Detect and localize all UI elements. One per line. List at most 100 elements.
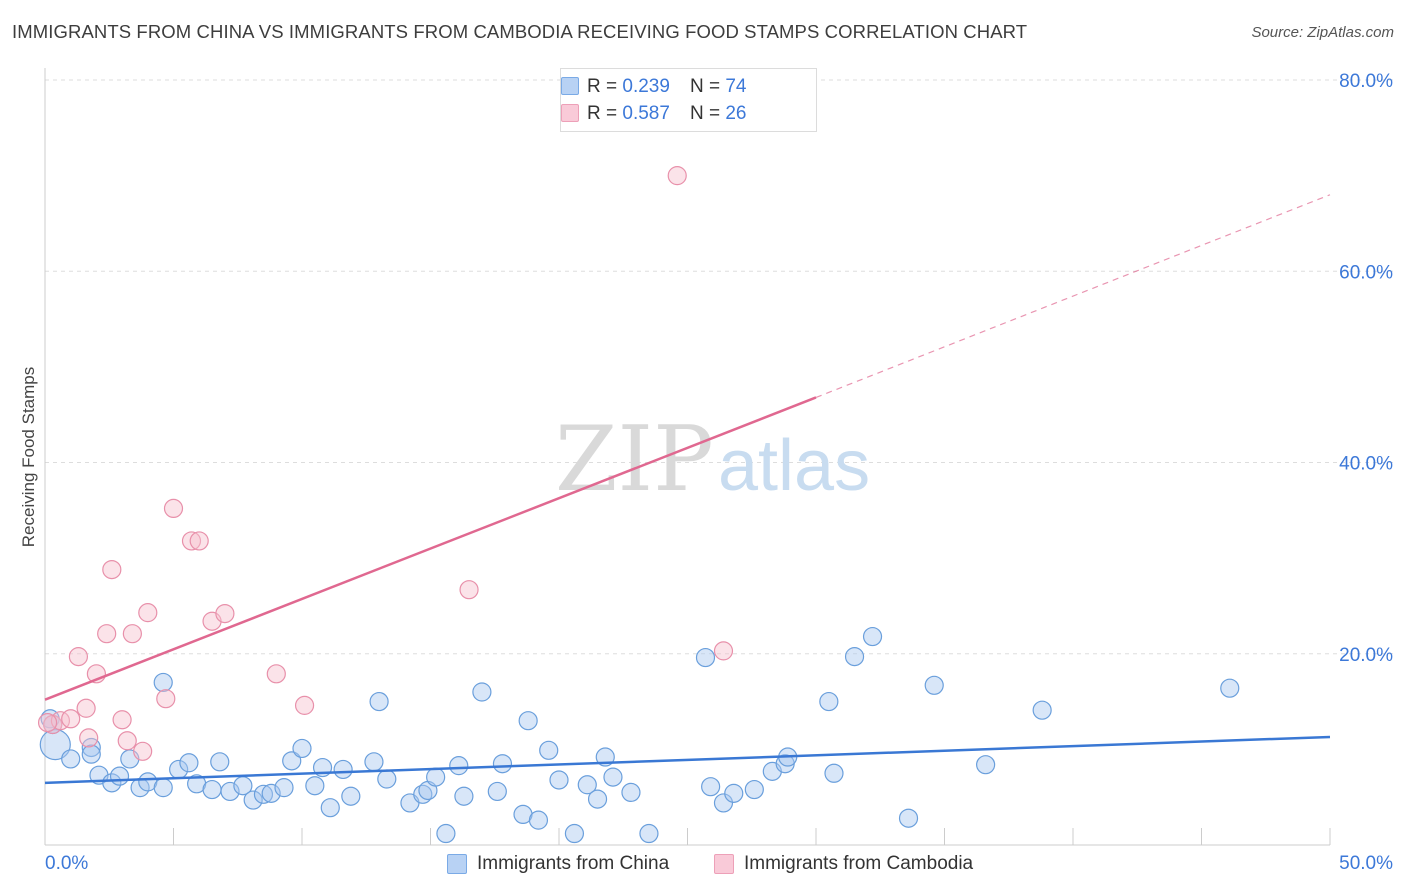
china-data-point bbox=[413, 784, 433, 804]
cambodia-data-point bbox=[37, 712, 58, 733]
legend-swatch-cambodia bbox=[561, 104, 579, 122]
watermark-atlas: atlas bbox=[718, 426, 870, 506]
tick-labels: 20.0% 40.0% 60.0% 80.0% 0.0% 50.0% bbox=[45, 71, 1393, 874]
cambodia-data-point bbox=[713, 641, 734, 661]
chart-source: Source: ZipAtlas.com bbox=[1251, 24, 1394, 41]
cambodia-data-point bbox=[181, 531, 202, 551]
cambodia-data-point bbox=[76, 698, 96, 718]
china-data-point bbox=[333, 759, 353, 780]
china-data-point bbox=[377, 769, 397, 789]
cambodia-data-point bbox=[117, 731, 137, 751]
china-data-point bbox=[274, 778, 294, 798]
china-data-point bbox=[976, 755, 996, 775]
china-data-point bbox=[621, 782, 641, 803]
cambodia-data-point bbox=[79, 728, 99, 748]
china-data-point bbox=[436, 823, 456, 844]
china-data-point bbox=[369, 691, 389, 712]
china-data-point bbox=[518, 711, 538, 731]
china-data-point bbox=[695, 647, 716, 668]
china-data-point bbox=[472, 682, 492, 702]
china-data-point bbox=[549, 770, 569, 790]
bottom-legend-china: Immigrants from China bbox=[447, 851, 669, 877]
china-data-point bbox=[179, 753, 199, 773]
legend-row-cambodia: R = 0.587 N = 26 bbox=[561, 102, 747, 126]
cambodia-data-point bbox=[112, 710, 132, 730]
china-data-point bbox=[364, 752, 384, 772]
cambodia-data-point bbox=[68, 647, 89, 667]
correlation-legend: R = 0.239 N = 74 R = 0.587 N = 26 bbox=[560, 68, 817, 132]
legend-n-label: N = bbox=[689, 103, 721, 124]
china-data-point bbox=[824, 763, 844, 783]
legend-r-value-cambodia: 0.587 bbox=[622, 103, 670, 124]
china-trend-line bbox=[44, 735, 1331, 785]
bottom-legend-swatch-cambodia bbox=[714, 854, 734, 874]
cambodia-data-point bbox=[61, 709, 81, 729]
y-axis-label: Receiving Food Stamps bbox=[19, 367, 38, 547]
china-data-point bbox=[39, 728, 71, 761]
china-data-point bbox=[202, 779, 222, 800]
bottom-legend-swatch-china bbox=[447, 854, 467, 874]
china-data-point bbox=[724, 783, 744, 803]
china-data-point bbox=[1220, 678, 1240, 698]
cambodia-data-point bbox=[215, 603, 235, 624]
china-data-point bbox=[819, 691, 839, 712]
china-data-point bbox=[924, 675, 944, 695]
china-data-point bbox=[1032, 700, 1052, 720]
china-data-point bbox=[587, 789, 608, 809]
y-tick-label: 80.0% bbox=[1339, 71, 1393, 92]
china-data-point bbox=[102, 773, 122, 793]
china-data-point bbox=[487, 781, 507, 802]
china-data-point bbox=[454, 786, 474, 806]
china-data-point bbox=[210, 752, 230, 772]
cambodia-data-point bbox=[97, 624, 117, 644]
watermark-zip: ZIP bbox=[555, 407, 714, 512]
china-data-point bbox=[539, 740, 559, 760]
cambodia-data-point bbox=[102, 559, 122, 580]
china-data-point bbox=[61, 749, 81, 769]
china-data-point bbox=[713, 793, 734, 813]
cambodia-data-point bbox=[133, 741, 153, 761]
china-data-point bbox=[253, 784, 274, 804]
cambodia-data-point bbox=[163, 498, 184, 518]
china-data-point bbox=[744, 779, 764, 800]
x-tick-label: 50.0% bbox=[1339, 853, 1393, 874]
bottom-legend-cambodia: Immigrants from Cambodia bbox=[714, 851, 973, 877]
cambodia-data-point bbox=[156, 689, 176, 709]
legend-row-china: R = 0.239 N = 74 bbox=[561, 75, 747, 99]
china-data-point bbox=[109, 766, 130, 786]
china-data-point bbox=[528, 810, 549, 830]
china-data-point bbox=[492, 754, 513, 774]
chart-title: IMMIGRANTS FROM CHINA VS IMMIGRANTS FROM… bbox=[12, 21, 1028, 42]
legend-r-label: R = bbox=[587, 76, 618, 97]
legend-r-value-china: 0.239 bbox=[622, 76, 670, 97]
cambodia-data-point bbox=[189, 531, 209, 551]
legend-r-label: R = bbox=[587, 103, 618, 124]
cambodia-data-point bbox=[122, 624, 142, 644]
legend-n-value-cambodia: 26 bbox=[725, 103, 747, 124]
y-tick-label: 20.0% bbox=[1339, 645, 1393, 666]
series-cambodia-points bbox=[37, 166, 734, 761]
axes bbox=[44, 68, 1331, 846]
bottom-legend-label-cambodia: Immigrants from Cambodia bbox=[744, 853, 974, 874]
china-data-point bbox=[862, 626, 883, 647]
china-data-point bbox=[320, 798, 340, 818]
china-data-point bbox=[564, 823, 585, 844]
legend-n-value-china: 74 bbox=[725, 76, 747, 97]
x-tick-label: 0.0% bbox=[45, 853, 88, 874]
china-data-point bbox=[243, 790, 263, 810]
cambodia-data-point bbox=[138, 603, 158, 623]
china-data-point bbox=[898, 808, 919, 828]
gridlines bbox=[45, 79, 1395, 655]
y-tick-label: 40.0% bbox=[1339, 454, 1393, 475]
legend-n-label: N = bbox=[689, 76, 721, 97]
cambodia-trend-extrapolation bbox=[815, 194, 1331, 399]
watermark: ZIP atlas bbox=[555, 407, 870, 512]
y-tick-label: 60.0% bbox=[1339, 262, 1393, 283]
trend-lines bbox=[44, 194, 1331, 785]
cambodia-data-point bbox=[266, 664, 286, 684]
china-data-point bbox=[639, 823, 659, 844]
china-data-point bbox=[701, 777, 721, 797]
legend-swatch-china bbox=[561, 77, 579, 95]
cambodia-data-point bbox=[459, 580, 479, 600]
china-data-point bbox=[153, 778, 173, 798]
